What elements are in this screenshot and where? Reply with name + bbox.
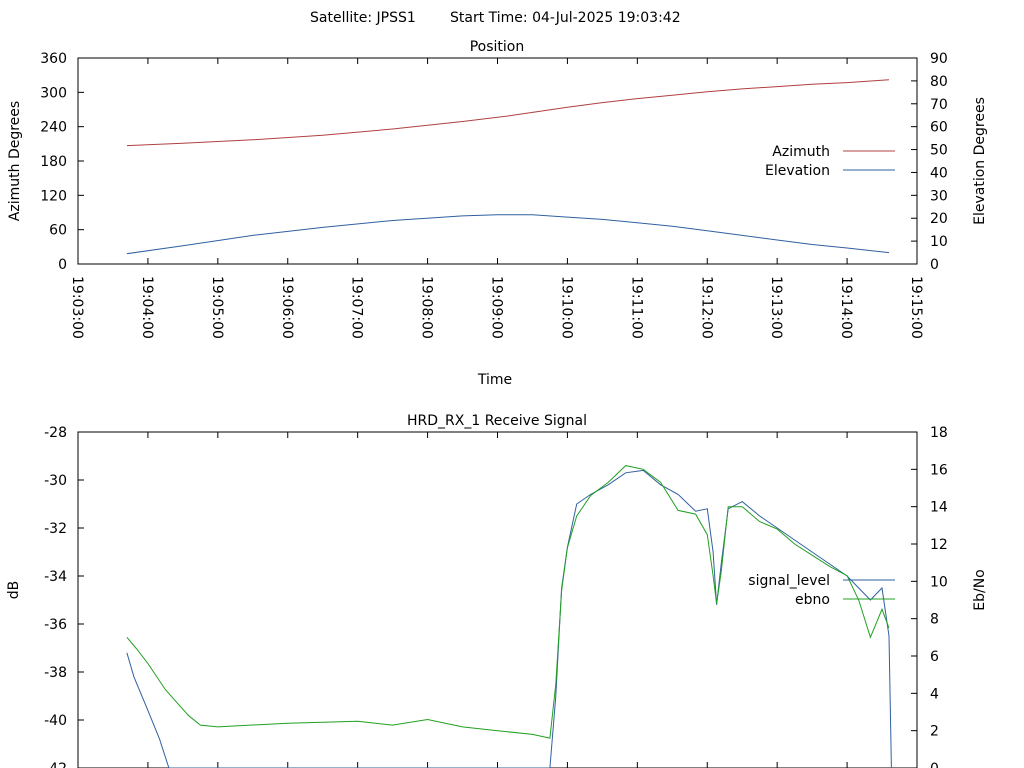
y-tick-label: -34 [44,569,67,585]
y2-tick-label: 8 [930,612,939,628]
position-y-ticks: 0 60 120 180 240 300 360 [40,51,84,273]
x-tick-label: 19:07:00 [349,276,365,339]
y2-tick-label: 6 [930,649,939,665]
position-series [126,79,890,255]
y2-tick-label: 50 [930,143,948,159]
series-line-elevation [126,214,890,255]
y-tick-label: -28 [44,425,67,441]
legend-label-azimuth: Azimuth [772,144,830,160]
receive-x-ticks [77,432,918,768]
series-line-signal-level [126,469,892,768]
y2-tick-label: 90 [930,51,948,67]
x-tick-label: 19:10:00 [558,276,574,339]
receive-series [126,465,892,768]
x-tick-label: 19:14:00 [838,276,854,339]
receive-y-axis-label: dB [6,581,22,600]
position-x-axis-label: Time [477,372,512,388]
series-line-ebno [126,465,890,739]
receive-legend: signal_level ebno [748,573,895,608]
x-tick-label: 19:09:00 [489,276,505,339]
x-tick-label: 19:08:00 [419,276,435,339]
position-chart-title: Position [470,39,525,55]
y-tick-label: -30 [44,473,67,489]
receive-signal-chart-title: HRD_RX_1 Receive Signal [407,413,587,429]
y2-tick-label: 14 [930,500,948,516]
y2-tick-label: 16 [930,462,948,478]
position-y2-ticks: 0 10 20 30 40 50 60 70 80 90 [911,51,948,273]
y-tick-label: 360 [40,51,67,67]
y-tick-label: -32 [44,521,67,537]
y2-tick-label: 2 [930,724,939,740]
satellite-label: Satellite: JPSS1 [310,10,416,26]
position-x-ticks: 19:03:00 19:04:00 19:05:00 19:06:00 19:07:00… [69,58,924,339]
y2-tick-label: 20 [930,211,948,227]
legend-label-ebno: ebno [795,592,830,608]
position-legend: Azimuth Elevation [765,144,895,179]
x-tick-label: 19:13:00 [768,276,784,339]
y-tick-label: -40 [44,713,67,729]
y2-tick-label: 30 [930,188,948,204]
x-tick-label: 19:04:00 [139,276,155,339]
y2-tick-label: 40 [930,165,948,181]
y2-tick-label: 0 [930,257,939,273]
position-chart: Position Azimuth Degrees Elevation Degre… [7,39,988,388]
legend-label-signal-level: signal_level [748,573,830,589]
series-line-azimuth [126,79,890,147]
position-y2-axis-label: Elevation Degrees [972,97,988,225]
y2-tick-label: 18 [930,425,948,441]
y-tick-label: 60 [49,223,67,239]
y2-tick-label: 70 [930,97,948,113]
x-tick-label: 19:15:00 [908,276,924,339]
y2-tick-label: 12 [930,537,948,553]
y-tick-label: 240 [40,120,67,136]
receive-y-ticks: -42 -40 -38 -36 -34 -32 -30 -28 [44,425,84,768]
legend-label-elevation: Elevation [765,163,830,179]
y2-tick-label: 0 [930,761,939,768]
x-tick-label: 19:12:00 [698,276,714,339]
y2-tick-label: 60 [930,120,948,136]
y2-tick-label: 4 [930,686,939,702]
y2-tick-label: 10 [930,234,948,250]
y-tick-label: -42 [44,761,67,768]
y2-tick-label: 80 [930,74,948,90]
x-tick-label: 19:05:00 [209,276,225,339]
y-tick-label: 120 [40,188,67,204]
y-tick-label: 300 [40,85,67,101]
start-time-label: Start Time: 04-Jul-2025 19:03:42 [450,10,681,26]
position-y-axis-label: Azimuth Degrees [7,101,23,221]
receive-y2-ticks: 0 2 4 6 8 10 12 14 16 18 [911,425,948,768]
x-tick-label: 19:06:00 [279,276,295,339]
y-tick-label: 0 [58,257,67,273]
receive-y2-axis-label: Eb/No [972,569,988,611]
y-tick-label: -38 [44,665,67,681]
x-tick-label: 19:03:00 [69,276,85,339]
receive-signal-chart: HRD_RX_1 Receive Signal dB Eb/No -42-40-… [6,413,988,768]
y-tick-label: 180 [40,154,67,170]
x-tick-label: 19:11:00 [628,276,644,339]
y-tick-label: -36 [44,617,67,633]
y2-tick-label: 10 [930,574,948,590]
